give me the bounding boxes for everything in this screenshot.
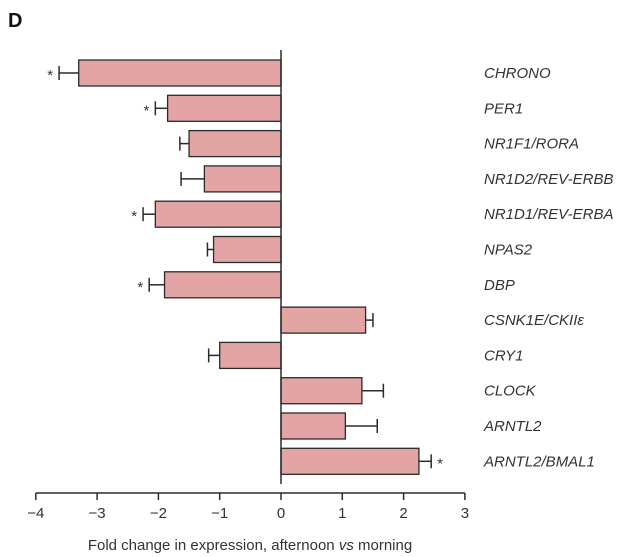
x-tick-label-5: 1	[338, 505, 346, 522]
gene-label-per1: PER1	[484, 100, 523, 117]
gene-label-nr1f1-rora: NR1F1/RORA	[484, 136, 579, 153]
gene-label-dbp: DBP	[484, 277, 515, 294]
bar-nr1d2-rev-erbb	[203, 165, 282, 193]
x-axis-title: Fold change in expression, afternoon vs …	[88, 537, 412, 554]
x-tick-label-3: −1	[211, 505, 228, 522]
bar-clock	[280, 377, 363, 405]
panel-label: D	[8, 10, 22, 32]
gene-label-nr1d1-rev-erba: NR1D1/REV-ERBA	[484, 206, 613, 223]
bar-cry1	[219, 341, 282, 370]
bars-layer: * * * * *	[47, 59, 443, 475]
x-tick-label-1: −3	[89, 505, 106, 522]
gene-label-arntl2: ARNTL2	[483, 418, 542, 435]
x-axis-title-part-3: morning	[354, 537, 412, 554]
gene-label-cry1: CRY1	[484, 347, 523, 364]
significance-star-per1: *	[143, 102, 149, 119]
gene-label-chrono: CHRONO	[484, 65, 551, 82]
bar-dbp	[163, 271, 282, 299]
gene-label-nr1d2-rev-erbb: NR1D2/REV-ERBB	[484, 171, 613, 188]
significance-star-dbp: *	[137, 279, 143, 296]
x-tick-label-7: 3	[461, 505, 469, 522]
bar-arntl2-bmal1	[280, 447, 420, 475]
significance-star-chrono: *	[47, 67, 53, 84]
x-tick-label-4: 0	[277, 505, 285, 522]
x-tick-label-2: −2	[150, 505, 167, 522]
significance-star-nr1d1-rev-erba: *	[131, 208, 137, 225]
x-tick-label-0: −4	[27, 505, 44, 522]
bar-per1	[166, 94, 282, 122]
gene-label-npas2: NPAS2	[484, 242, 533, 259]
gene-label-clock: CLOCK	[484, 383, 537, 400]
bar-chrono	[78, 59, 282, 87]
x-tick-label-6: 2	[399, 505, 407, 522]
gene-label-csnk1e-ckii-: CSNK1E/CKIIε	[484, 312, 584, 329]
gene-label-arntl2-bmal1: ARNTL2/BMAL1	[483, 453, 595, 470]
bar-nr1f1-rora	[188, 129, 282, 158]
x-axis-title-vs: vs	[339, 537, 355, 554]
bar-csnk1e-ckii-	[280, 306, 367, 334]
significance-star-arntl2-bmal1: *	[437, 455, 443, 472]
bar-nr1d1-rev-erba	[154, 200, 282, 228]
bar-npas2	[212, 235, 282, 264]
x-axis-title-part-1: Fold change in expression, afternoon	[88, 537, 339, 554]
gene-labels: CHRONO PER1 NR1F1/RORA NR1D2/REV-ERBB NR1D1/…	[483, 65, 613, 470]
bar-arntl2	[280, 412, 347, 440]
x-axis: −4 −3 −2 −1 0 1 2 3	[27, 50, 469, 522]
